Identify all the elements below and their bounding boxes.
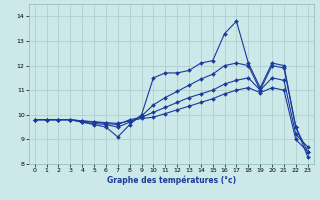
X-axis label: Graphe des températures (°c): Graphe des températures (°c) [107,176,236,185]
